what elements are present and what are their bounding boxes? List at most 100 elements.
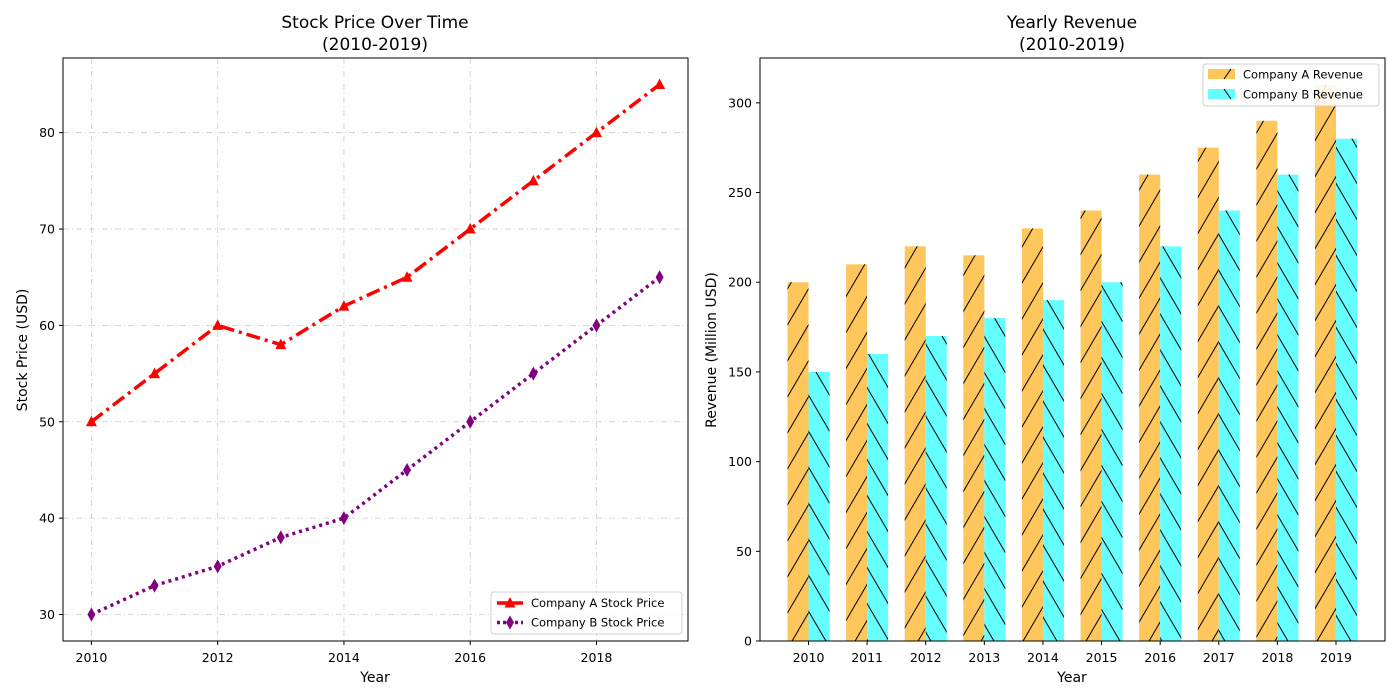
data-point	[655, 270, 664, 285]
y-tick-label: 50	[736, 544, 752, 559]
x-tick-label: 2012	[202, 650, 234, 665]
bar-hatch	[925, 336, 947, 641]
data-point	[466, 414, 475, 429]
y-tick-label: 80	[39, 125, 55, 140]
bar-hatch	[1021, 228, 1043, 641]
bar-hatch	[1336, 138, 1357, 641]
y-tick-label: 70	[39, 222, 55, 237]
chart-title-line2: (2010-2019)	[322, 35, 428, 55]
stock-price-chart: Stock Price Over Time (2010-2019) 2010 20…	[15, 13, 689, 686]
data-point	[213, 559, 222, 574]
x-tick-label: 2019	[1320, 650, 1352, 665]
series-line	[90, 275, 661, 617]
bar-hatch	[1042, 300, 1064, 641]
x-axis-label: Year	[1056, 670, 1087, 686]
y-axis-label: Stock Price (USD)	[15, 289, 31, 412]
bar-hatch	[867, 353, 889, 641]
x-tick-label: 2013	[968, 650, 1000, 665]
bar-hatch	[1160, 246, 1182, 641]
y-axis-label: Revenue (Million USD)	[704, 272, 720, 428]
series-company-a	[85, 78, 666, 427]
bar	[1315, 84, 1336, 641]
data-point	[527, 174, 539, 186]
data-point	[150, 578, 159, 593]
bar-hatch	[1139, 174, 1161, 641]
bar	[1197, 147, 1219, 641]
chart-title-line2: (2010-2019)	[1019, 35, 1125, 55]
bar	[1080, 210, 1102, 641]
y-tick-label: 0	[744, 634, 752, 649]
bar	[787, 282, 809, 641]
data-point	[401, 271, 413, 282]
bar	[1139, 174, 1161, 641]
x-tick-label: 2010	[793, 650, 825, 665]
data-point	[529, 366, 538, 381]
grid	[63, 58, 688, 641]
data-point	[149, 367, 161, 379]
data-point	[590, 126, 602, 138]
bar	[1336, 138, 1357, 641]
legend-marker	[504, 597, 516, 608]
x-tick-label: 2010	[76, 650, 108, 665]
data-point	[464, 223, 476, 234]
data-point	[85, 415, 97, 427]
bar	[867, 353, 889, 641]
x-axis-label: Year	[359, 670, 390, 686]
legend-label: Company B Revenue	[1243, 88, 1363, 102]
bar-hatch	[1080, 210, 1102, 641]
bars-layer	[787, 84, 1357, 642]
legend: Company A Stock Price Company B Stock Pri…	[490, 591, 683, 635]
bar	[1160, 246, 1182, 641]
bar-hatch	[787, 282, 809, 641]
bar	[1277, 174, 1299, 641]
legend-box	[490, 591, 683, 635]
bar-hatch	[984, 318, 1006, 641]
legend-label: Company A Revenue	[1243, 68, 1363, 82]
bar	[925, 336, 947, 641]
x-tick-label: 2018	[581, 650, 613, 665]
y-tick-label: 30	[39, 607, 55, 622]
x-tick-label: 2015	[1086, 650, 1118, 665]
x-tick-label: 2014	[328, 650, 360, 665]
bar	[1218, 210, 1240, 641]
plot-area-frame	[62, 57, 689, 642]
series-company-b	[808, 138, 1357, 641]
y-tick-label: 200	[728, 275, 752, 290]
bar	[1042, 300, 1064, 641]
revenue-chart: Yearly Revenue (2010-2019) 2010 2011 2012 2…	[704, 13, 1386, 686]
series-line	[90, 83, 661, 424]
x-tick-label: 2016	[454, 650, 486, 665]
y-tick-label: 50	[39, 414, 55, 429]
data-point	[403, 462, 412, 477]
bar	[846, 264, 868, 641]
legend-swatch	[1208, 69, 1235, 79]
data-point	[338, 300, 350, 311]
bar	[1256, 120, 1278, 642]
bar-hatch	[904, 246, 926, 641]
x-tick-label: 2014	[1027, 650, 1059, 665]
x-tick-label: 2011	[851, 650, 883, 665]
axis-ticks: 2010 2012 2014 2016 2018 30 40 50 60 70 80	[39, 125, 612, 665]
bar-hatch	[1197, 147, 1219, 641]
data-point	[275, 338, 287, 350]
y-tick-label: 250	[728, 185, 752, 200]
series-company-a	[787, 84, 1336, 642]
y-tick-label: 300	[728, 95, 752, 110]
bar-hatch	[1218, 210, 1240, 641]
legend-box	[1202, 63, 1380, 107]
y-tick-label: 40	[39, 511, 55, 526]
data-point	[339, 511, 348, 526]
data-point	[654, 78, 666, 89]
plot-area-frame	[759, 57, 1386, 642]
x-tick-label: 2012	[910, 650, 942, 665]
x-tick-label: 2017	[1203, 650, 1235, 665]
series-layer	[85, 78, 666, 622]
axis-ticks: 2010 2011 2012 2013 2014 2015 2016 2017 2018 2019…	[728, 95, 1352, 665]
legend-marker	[506, 615, 514, 630]
series-company-b	[87, 270, 664, 622]
bar	[1101, 282, 1123, 641]
y-tick-label: 150	[728, 364, 752, 379]
legend-swatch	[1208, 89, 1235, 99]
